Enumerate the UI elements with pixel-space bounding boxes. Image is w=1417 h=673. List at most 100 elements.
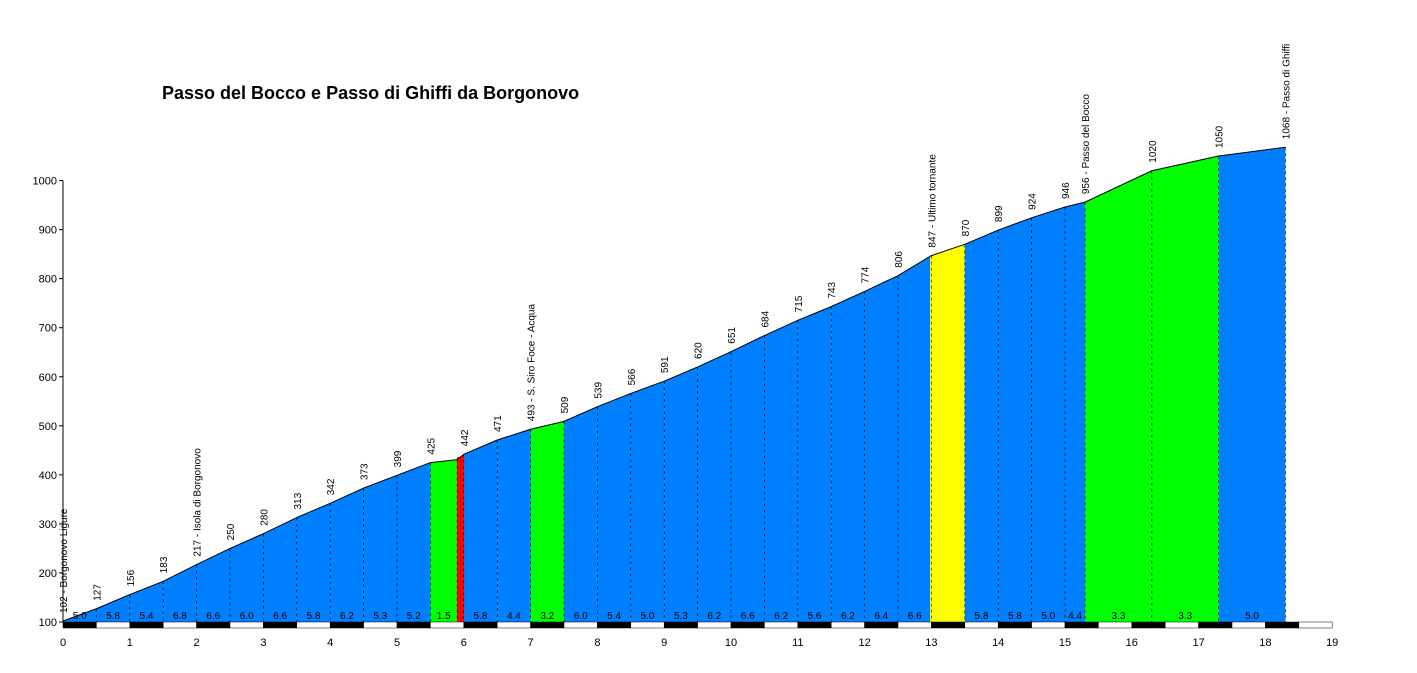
- x-axis-scale: [997, 621, 1032, 629]
- gradient-label: 6.2: [841, 611, 855, 622]
- y-tick-label: 400: [39, 470, 57, 482]
- profile-segment: [230, 533, 264, 622]
- profile-segment: [1151, 156, 1219, 622]
- x-axis-scale: [697, 621, 732, 629]
- gradient-label: 6.6: [273, 611, 287, 622]
- x-axis-scale: [1098, 621, 1133, 629]
- gradient-label: 5.8: [975, 611, 989, 622]
- segment-yellow: [930, 255, 937, 622]
- y-tick-label: 200: [39, 568, 57, 580]
- profile-segment: [296, 503, 331, 622]
- profile-segment: [864, 275, 898, 622]
- x-axis-scale: [129, 621, 164, 629]
- elevation-label: 870: [961, 219, 972, 236]
- x-tick-label: 5: [394, 637, 400, 649]
- profile-segment: [597, 393, 631, 622]
- gradient-label: 5.0: [1041, 611, 1055, 622]
- gradient-label: 6.0: [240, 611, 254, 622]
- x-axis-scale: [764, 621, 799, 629]
- x-axis-scale: [196, 621, 231, 629]
- profile-segment: [764, 320, 798, 622]
- y-tick-label: 300: [39, 519, 57, 531]
- x-axis-scale: [864, 621, 899, 629]
- x-axis-scale: [830, 621, 865, 629]
- elevation-label: 774: [861, 266, 872, 283]
- gradient-label: 5.8: [1008, 611, 1022, 622]
- gradient-label: 6.2: [774, 611, 788, 622]
- x-tick-label: 0: [60, 637, 66, 649]
- x-tick-label: 4: [327, 637, 333, 649]
- x-tick-label: 1: [127, 637, 133, 649]
- elevation-label: 183: [159, 556, 170, 573]
- gradient-label: 3.2: [540, 611, 554, 622]
- x-tick-label: 2: [194, 637, 200, 649]
- gradient-label: 5.8: [106, 611, 120, 622]
- elevation-label: 342: [326, 478, 337, 495]
- gradient-label: 4.4: [507, 611, 521, 622]
- elevation-label: 425: [426, 437, 437, 454]
- x-axis-scale: [630, 621, 665, 629]
- profile-segment: [397, 462, 431, 622]
- profile-segment: [1085, 170, 1152, 623]
- gradient-label: 5.0: [641, 611, 655, 622]
- gradient-label: 5.6: [808, 611, 822, 622]
- x-axis-scale: [1298, 621, 1333, 629]
- gradient-label: 6.8: [173, 611, 187, 622]
- x-axis-scale: [1064, 621, 1099, 629]
- x-axis-scale: [1265, 621, 1300, 629]
- profile-segment: [998, 217, 1032, 622]
- elevation-label: 1020: [1148, 140, 1159, 163]
- gradient-label: 5.3: [373, 611, 387, 622]
- elevation-label: 156: [126, 569, 137, 586]
- gradient-label: 5.8: [474, 611, 488, 622]
- x-axis-scale: [363, 621, 398, 629]
- y-tick-label: 800: [39, 274, 57, 286]
- profile-segment: [363, 475, 397, 622]
- x-axis-scale: [1164, 621, 1199, 629]
- x-tick-label: 10: [725, 637, 737, 649]
- x-tick-label: 7: [528, 637, 534, 649]
- elevation-label: 847 - Ultimo tornante: [927, 154, 938, 248]
- y-tick-label: 700: [39, 323, 57, 335]
- elevation-label: 566: [627, 368, 638, 385]
- gradient-label: 1.5: [437, 611, 451, 622]
- elevation-label: 591: [660, 356, 671, 373]
- x-tick-label: 11: [792, 637, 803, 649]
- x-tick-label: 18: [1259, 637, 1271, 649]
- x-tick-label: 15: [1059, 637, 1071, 649]
- y-tick-label: 600: [39, 372, 57, 384]
- profile-segment: [1218, 147, 1286, 623]
- profile-segment: [497, 429, 531, 622]
- elevation-label: 651: [727, 327, 738, 344]
- profile-line: [62, 146, 1286, 622]
- x-axis-scale: [897, 621, 932, 629]
- x-axis-scale: [329, 621, 364, 629]
- x-axis-scale: [396, 621, 431, 629]
- x-axis-scale: [597, 621, 632, 629]
- x-tick-label: 3: [260, 637, 266, 649]
- elevation-label: 102 - Borgonovo Ligure: [59, 508, 70, 613]
- gradient-label: 6.2: [707, 611, 721, 622]
- elevation-label: 743: [827, 281, 838, 298]
- y-tick-label: 100: [39, 617, 57, 629]
- profile-segment: [530, 421, 564, 622]
- elevation-label: 493 - S. Siro Foce - Acqua: [527, 304, 538, 422]
- profile-segment: [263, 517, 297, 622]
- profile-segment: [630, 381, 665, 622]
- elevation-label: 539: [593, 382, 604, 399]
- gradient-label: 3.3: [1111, 611, 1125, 622]
- x-axis-scale: [62, 621, 97, 629]
- x-tick-label: 17: [1192, 637, 1204, 649]
- gradient-label: 3.3: [1178, 611, 1192, 622]
- profile-segment: [163, 564, 197, 622]
- x-axis-scale: [1131, 621, 1166, 629]
- y-tick-label: 500: [39, 421, 57, 433]
- elevation-label: 1050: [1215, 125, 1226, 148]
- x-axis-scale: [162, 621, 197, 629]
- elevation-label: 620: [694, 342, 705, 359]
- elevation-label: 250: [226, 523, 237, 540]
- profile-segment: [463, 440, 498, 622]
- x-axis-scale: [730, 621, 765, 629]
- profile-segment: [898, 255, 932, 622]
- x-axis-scale: [463, 621, 498, 629]
